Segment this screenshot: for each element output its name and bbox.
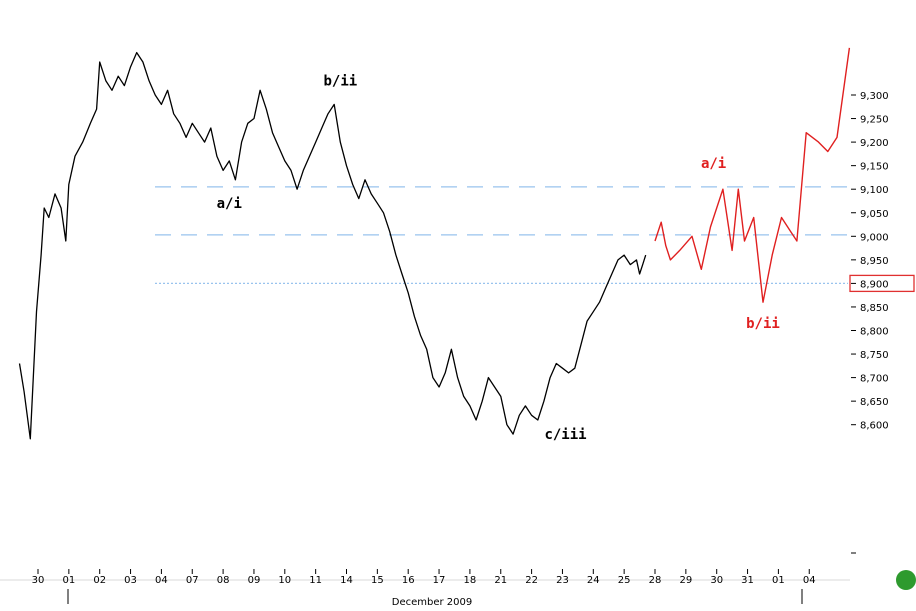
- y-tick-label: 8,650: [860, 397, 889, 408]
- y-tick-label: 8,600: [860, 421, 889, 432]
- y-tick-label: 9,050: [860, 209, 889, 220]
- y-tick-label: 9,200: [860, 138, 889, 149]
- x-tick-label: 03: [124, 575, 137, 586]
- y-tick-label: 9,150: [860, 162, 889, 173]
- x-tick-label: 07: [186, 575, 199, 586]
- x-tick-label: 15: [371, 575, 384, 586]
- y-tick-label: 9,000: [860, 232, 889, 243]
- x-tick-label: 01: [772, 575, 785, 586]
- x-tick-label: 22: [525, 575, 538, 586]
- x-tick-label: 04: [155, 575, 168, 586]
- wave-label: c/iii: [544, 427, 586, 443]
- x-tick-label: 01: [62, 575, 75, 586]
- wave-label: b/ii: [746, 316, 780, 332]
- x-tick-label: 18: [464, 575, 477, 586]
- x-tick-label: 21: [494, 575, 507, 586]
- highlighted-level-box: [849, 274, 915, 293]
- price-series-line: [18, 51, 647, 440]
- y-tick-label: 8,850: [860, 303, 889, 314]
- x-tick-label: 25: [618, 575, 631, 586]
- x-tick-label: 17: [433, 575, 446, 586]
- x-tick-label: 02: [93, 575, 106, 586]
- x-tick-label: 30: [710, 575, 723, 586]
- status-dot: [896, 570, 916, 590]
- x-tick-label: 11: [309, 575, 322, 586]
- x-tick-label: 09: [248, 575, 261, 586]
- x-tick-label: 28: [649, 575, 662, 586]
- highlighted-level-label: 8,900: [860, 279, 889, 290]
- y-tick-label: 9,300: [860, 91, 889, 102]
- reference-lines: [155, 186, 848, 284]
- x-tick-label: 30: [32, 575, 45, 586]
- y-axis: 9,300 9,250 9,200 9,150 9,100 9,050 9,000 8,950…: [849, 91, 915, 554]
- x-tick-label: 31: [741, 575, 754, 586]
- y-tick-label: 9,250: [860, 115, 889, 126]
- x-tick-label: 10: [278, 575, 291, 586]
- annotations: a/i b/ii c/iii a/i b/ii: [217, 74, 780, 443]
- y-tick-label: 8,750: [860, 350, 889, 361]
- x-tick-label: 14: [340, 575, 353, 586]
- y-tick-label: 8,700: [860, 374, 889, 385]
- wave-label: b/ii: [323, 74, 357, 90]
- x-tick-label: 29: [679, 575, 692, 586]
- x-tick-label: 23: [556, 575, 569, 586]
- y-tick-label: 9,100: [860, 185, 889, 196]
- x-tick-label: 24: [587, 575, 600, 586]
- x-tick-label: 08: [217, 575, 230, 586]
- x-axis-label: December 2009: [392, 597, 472, 608]
- x-tick-label: 16: [402, 575, 415, 586]
- x-tick-label: 04: [803, 575, 816, 586]
- y-tick-label: 8,800: [860, 327, 889, 338]
- y-tick-label: 8,950: [860, 256, 889, 267]
- series-group: [18, 47, 851, 440]
- projection-series-line: [654, 47, 851, 303]
- wave-label: a/i: [217, 196, 242, 212]
- x-axis: December 2009 30 01 02 03 04 07 08 09 10 11 14 15 16…: [0, 569, 850, 608]
- wave-label: a/i: [701, 156, 726, 172]
